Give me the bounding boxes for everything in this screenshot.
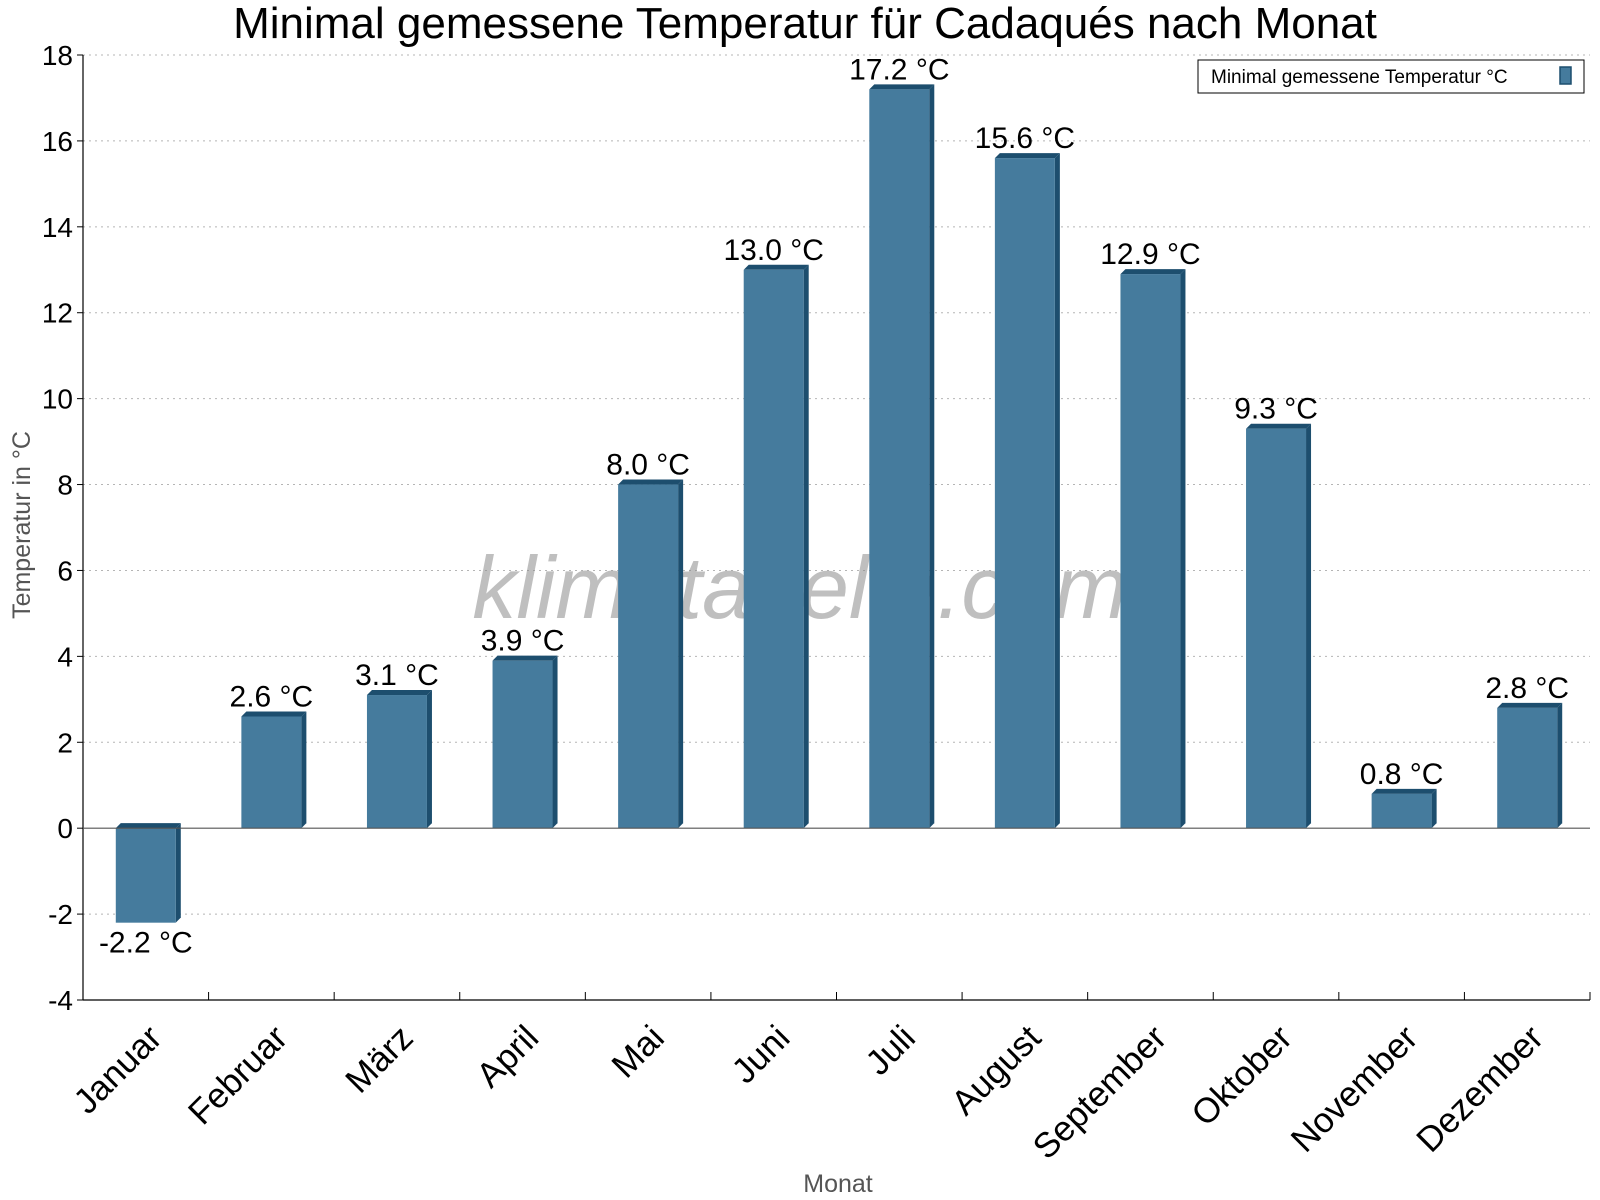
y-ticks: -4 -2 0 2 4 6 8 10 12 14 16 18 xyxy=(42,40,83,1016)
bar xyxy=(1246,428,1307,829)
value-label: 12.9 °C xyxy=(1100,238,1200,271)
bar-top xyxy=(1120,269,1186,275)
bar-top xyxy=(618,479,684,485)
bar-side xyxy=(1054,153,1060,829)
legend-swatch xyxy=(1559,66,1572,85)
bar xyxy=(1497,707,1558,829)
bar-top xyxy=(366,690,432,696)
bar-side xyxy=(1180,269,1186,829)
legend: Minimal gemessene Temperatur °C xyxy=(1197,59,1585,94)
x-axis-label: Monat xyxy=(803,1170,873,1198)
y-tick-label: 10 xyxy=(42,384,73,415)
value-labels: -2.2 °C 2.6 °C 3.1 °C 3.9 °C 8.0 °C 13.0 °C 17… xyxy=(99,53,1569,959)
bar-top xyxy=(743,264,809,270)
y-tick-label: 6 xyxy=(57,555,73,586)
bar-top xyxy=(115,823,181,829)
value-label: 9.3 °C xyxy=(1234,393,1318,426)
value-label: 13.0 °C xyxy=(724,234,824,267)
value-label: 2.8 °C xyxy=(1485,672,1569,705)
bar-side xyxy=(301,711,307,829)
bar-side xyxy=(1557,702,1563,829)
bar xyxy=(1120,274,1181,829)
bar-side xyxy=(552,655,558,829)
y-tick-label: 4 xyxy=(57,641,73,672)
y-tick-label: 16 xyxy=(42,126,73,157)
bar xyxy=(1371,793,1432,829)
value-label: 17.2 °C xyxy=(849,53,949,86)
grid xyxy=(83,54,1590,915)
y-tick-label: 12 xyxy=(42,298,73,329)
y-tick-label: -2 xyxy=(48,899,73,930)
bar-side xyxy=(1306,423,1312,829)
bar-top xyxy=(241,711,307,717)
bar xyxy=(743,269,804,829)
bar-side xyxy=(426,690,432,829)
bar-side xyxy=(175,823,181,923)
legend-box xyxy=(1197,59,1585,94)
y-axis-label: Temperatur in °C xyxy=(8,431,36,619)
bar-side xyxy=(803,264,809,829)
value-label: 3.9 °C xyxy=(481,625,565,658)
value-label: -2.2 °C xyxy=(99,927,193,960)
value-label: 3.1 °C xyxy=(355,659,439,692)
y-tick-label: 8 xyxy=(57,470,73,501)
value-label: 2.6 °C xyxy=(230,681,314,714)
bar-side xyxy=(678,479,684,829)
bar-top xyxy=(492,655,558,661)
legend-label: Minimal gemessene Temperatur °C xyxy=(1211,67,1508,88)
chart-title: Minimal gemessene Temperatur für Cadaqué… xyxy=(233,0,1377,48)
y-tick-label: -4 xyxy=(48,985,73,1016)
y-tick-label: 18 xyxy=(42,40,73,71)
bar-top xyxy=(1246,423,1312,429)
bar-top xyxy=(1497,702,1563,708)
bar xyxy=(241,716,302,829)
y-tick-label: 14 xyxy=(42,212,73,243)
bar-side xyxy=(929,84,935,829)
value-label: 0.8 °C xyxy=(1360,758,1444,791)
bar xyxy=(492,660,553,829)
bars xyxy=(115,84,1563,923)
bar xyxy=(869,89,930,829)
y-tick-label: 2 xyxy=(57,727,73,758)
bar xyxy=(115,828,176,923)
value-label: 15.6 °C xyxy=(975,122,1075,155)
bar-top xyxy=(1371,788,1437,794)
bar xyxy=(366,695,427,829)
bar xyxy=(994,158,1055,829)
bar-top xyxy=(994,153,1060,159)
value-label: 8.0 °C xyxy=(606,449,690,482)
bar-top xyxy=(869,84,935,90)
bar-side xyxy=(1431,788,1437,829)
bar xyxy=(618,484,679,829)
y-tick-label: 0 xyxy=(57,813,73,844)
